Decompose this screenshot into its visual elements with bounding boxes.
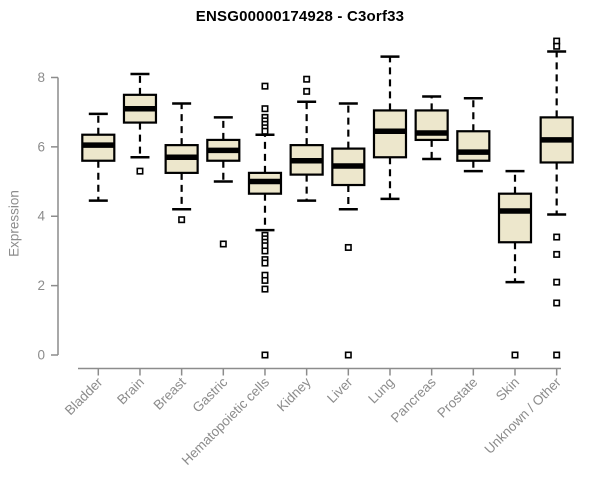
outlier-point — [261, 127, 269, 135]
x-tick-label-bladder: Bladder — [62, 374, 106, 418]
box-iqr — [497, 192, 533, 244]
chart-title: ENSG00000174928 - C3orf33 — [195, 8, 405, 25]
boxplot-liver — [331, 102, 366, 359]
x-tick-label-brain: Brain — [114, 375, 147, 408]
outlier-point — [553, 42, 561, 50]
outlier-point — [553, 299, 561, 307]
y-tick-label-8: 8 — [37, 70, 45, 85]
outlier-point — [261, 82, 269, 90]
x-tick-label-prostate: Prostate — [434, 375, 480, 421]
x-tick-label-breast: Breast — [151, 374, 189, 412]
y-tick-label-4: 4 — [37, 209, 45, 224]
outlier-point — [344, 243, 352, 251]
outlier-point — [303, 75, 311, 83]
outlier-point — [178, 216, 186, 224]
boxplot-hematopoietic-cells — [247, 82, 283, 359]
boxplot-breast — [164, 102, 199, 224]
outlier-point — [553, 250, 561, 258]
boxplot-unknown-other — [539, 37, 574, 359]
outlier-point — [261, 259, 269, 267]
boxplot-skin — [497, 169, 533, 359]
outlier-point — [261, 247, 269, 255]
outlier-point — [261, 105, 269, 113]
x-tick-label-lung: Lung — [365, 375, 397, 407]
boxplot-pancreas — [414, 95, 449, 161]
box-iqr — [456, 130, 491, 162]
x-tick-label-kidney: Kidney — [274, 374, 314, 414]
outlier-point — [511, 351, 519, 359]
outlier-point — [303, 87, 311, 95]
boxplot-kidney — [289, 75, 324, 202]
x-tick-label-pancreas: Pancreas — [388, 374, 439, 425]
x-tick-label-unknown-other: Unknown / Other — [482, 374, 565, 457]
x-tick-label-skin: Skin — [493, 375, 522, 404]
outlier-point — [261, 351, 269, 359]
outlier-point — [261, 285, 269, 293]
outlier-point — [219, 240, 227, 248]
y-tick-label-0: 0 — [37, 348, 45, 363]
boxplot-bladder — [81, 112, 116, 202]
outlier-point — [553, 233, 561, 241]
outlier-point — [261, 276, 269, 284]
outlier-point — [553, 278, 561, 286]
x-tick-label-liver: Liver — [324, 374, 356, 406]
outlier-point — [344, 351, 352, 359]
boxplot-gastric — [206, 116, 241, 248]
boxplot-brain — [122, 72, 158, 175]
boxplot-lung — [372, 55, 408, 201]
boxplot-prostate — [456, 97, 491, 173]
x-tick-label-gastric: Gastric — [190, 374, 231, 415]
y-tick-label-2: 2 — [37, 278, 45, 293]
outlier-point — [136, 167, 144, 175]
y-tick-label-6: 6 — [37, 139, 45, 154]
outlier-point — [553, 351, 561, 359]
